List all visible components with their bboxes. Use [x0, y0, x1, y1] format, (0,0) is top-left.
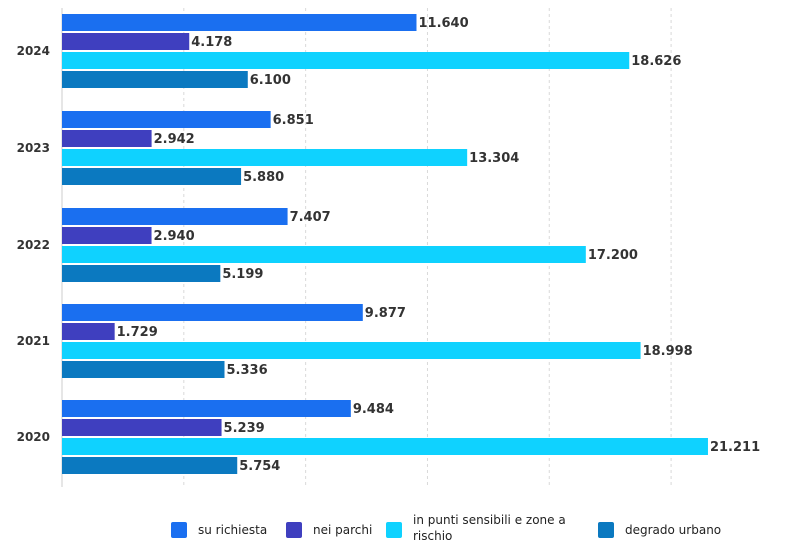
data-label: 5.239 [224, 421, 265, 436]
bar [62, 246, 586, 263]
data-label: 9.877 [365, 306, 406, 321]
bar [62, 304, 363, 321]
data-label: 5.199 [222, 267, 263, 282]
data-label: 4.178 [191, 35, 232, 50]
legend-label: degrado urbano [625, 523, 721, 537]
bar [62, 33, 190, 50]
category-label: 2020 [17, 430, 50, 444]
bar [62, 227, 152, 244]
data-label: 6.100 [250, 73, 291, 88]
legend-label: su richiesta [198, 523, 267, 537]
legend-swatch [286, 522, 302, 538]
category-labels: 2024 2023 2022 2021 2020 [17, 44, 50, 444]
data-label: 17.200 [588, 248, 638, 263]
bar [62, 438, 708, 455]
legend-swatch [598, 522, 614, 538]
legend-label: nei parchi [313, 523, 372, 537]
bar [62, 265, 221, 282]
data-label: 5.880 [243, 170, 284, 185]
data-label: 6.851 [273, 113, 314, 128]
legend-swatch [171, 522, 187, 538]
data-label: 9.484 [353, 402, 394, 417]
bar [62, 130, 152, 147]
data-label: 7.407 [290, 210, 331, 225]
category-label: 2023 [17, 141, 50, 155]
data-label: 5.336 [227, 363, 268, 378]
bar [62, 400, 351, 417]
data-label: 18.998 [643, 344, 693, 359]
bar [62, 342, 641, 359]
legend-swatch [386, 522, 402, 538]
category-label: 2024 [17, 44, 50, 58]
bar [62, 168, 242, 185]
data-label: 11.640 [418, 16, 468, 31]
bar [62, 361, 225, 378]
category-label: 2021 [17, 334, 50, 348]
bar [62, 14, 417, 31]
bar [62, 149, 468, 166]
data-label: 21.211 [710, 440, 760, 455]
bar [62, 323, 115, 340]
category-label: 2022 [17, 238, 50, 252]
bar [62, 111, 271, 128]
bar [62, 52, 630, 69]
data-label: 18.626 [631, 54, 681, 69]
data-label: 5.754 [239, 459, 280, 474]
bar [62, 457, 238, 474]
bar [62, 71, 248, 88]
data-label: 13.304 [469, 151, 519, 166]
legend: su richiesta nei parchi in punti sensibili… [171, 513, 721, 543]
data-label: 2.942 [154, 132, 195, 147]
bars [62, 14, 708, 474]
data-label: 2.940 [154, 229, 195, 244]
bar [62, 208, 288, 225]
legend-label: in punti sensibili e zone a rischio [413, 513, 566, 543]
value-labels: 11.640 4.178 18.626 6.100 6.851 2.942 13.304 5.… [117, 16, 760, 474]
data-label: 1.729 [117, 325, 158, 340]
bar [62, 419, 222, 436]
